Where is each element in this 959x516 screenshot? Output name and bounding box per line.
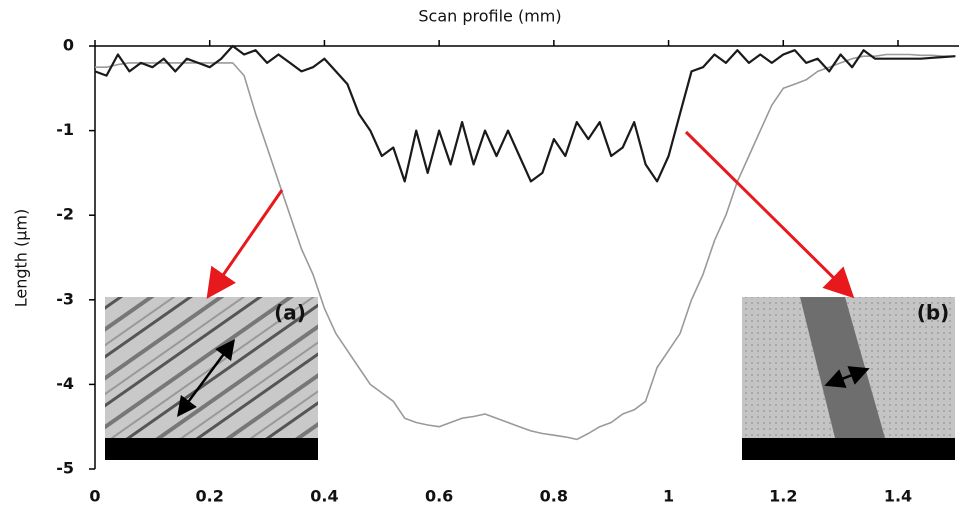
inset-b: [742, 297, 955, 460]
y-tick-label: -2: [56, 205, 74, 224]
y-tick-label: -4: [56, 374, 74, 393]
y-tick-label: -5: [56, 459, 74, 478]
y-axis-label: Length (µm): [12, 209, 31, 308]
profile-line: [94, 44, 956, 183]
x-tick-label: 1: [663, 487, 674, 506]
x-tick-label: 0.2: [196, 487, 224, 506]
y-tick-label: -3: [56, 289, 74, 308]
y-tick-label: 0: [63, 36, 74, 55]
x-tick-label: 0.4: [310, 487, 338, 506]
x-tick-label: 1.4: [884, 487, 912, 506]
x-tick-label: 1.2: [769, 487, 797, 506]
pointer-arrow: [684, 130, 855, 299]
pointer-arrow: [206, 189, 284, 299]
inset-label: (a): [274, 301, 306, 325]
x-axis-label: Scan profile (mm): [418, 7, 561, 26]
inset-label: (b): [917, 301, 950, 325]
profile-line: [95, 53, 956, 441]
y-tick-label: -1: [56, 120, 74, 139]
inset-a: [105, 297, 318, 460]
x-tick-label: 0.8: [540, 487, 568, 506]
x-tick-label: 0.6: [425, 487, 453, 506]
x-tick-label: 0: [89, 487, 100, 506]
